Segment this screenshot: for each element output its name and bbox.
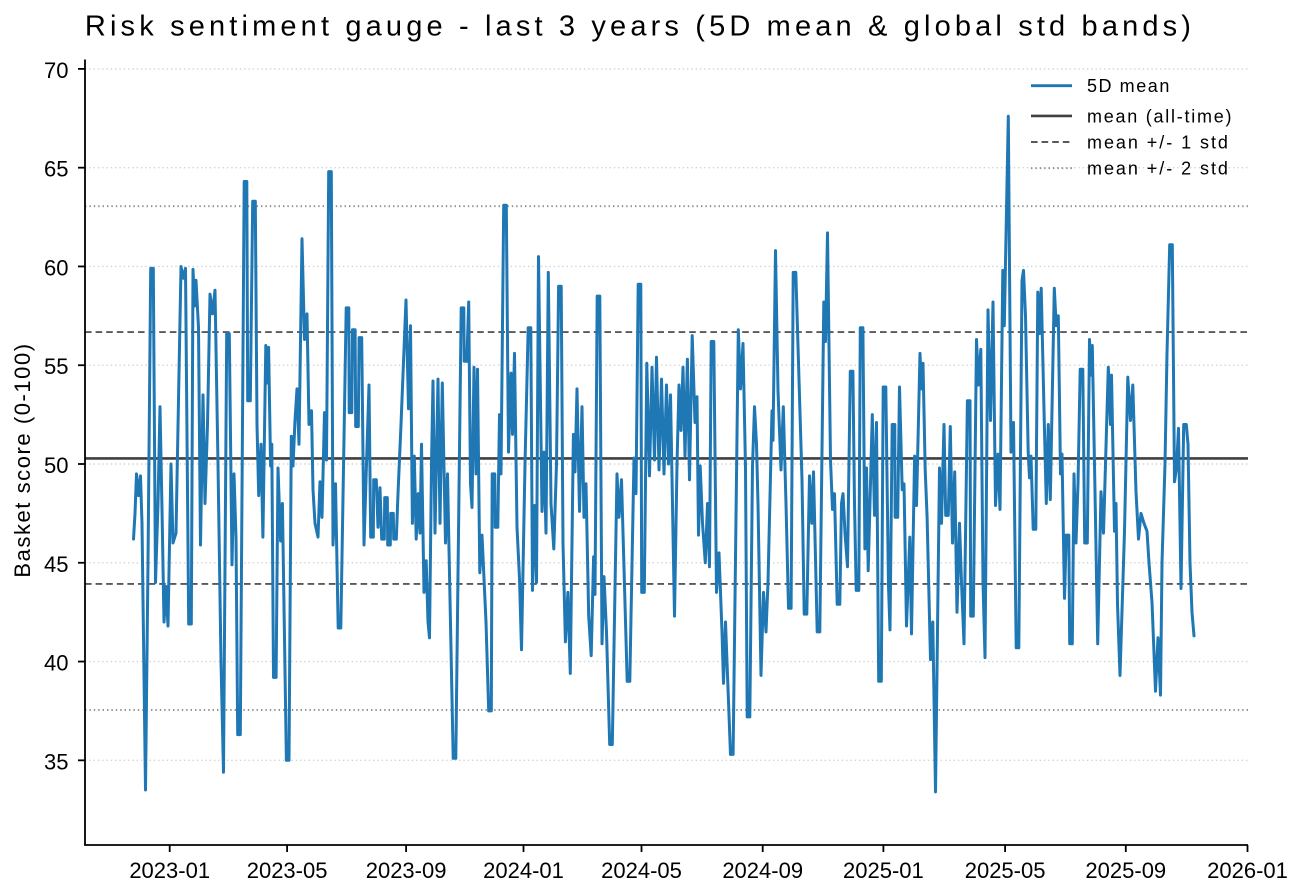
svg-text:2026-01: 2026-01 [1207, 858, 1288, 883]
svg-text:2025-09: 2025-09 [1085, 858, 1166, 883]
svg-text:2023-09: 2023-09 [366, 858, 447, 883]
svg-text:2025-01: 2025-01 [843, 858, 924, 883]
svg-text:40: 40 [44, 651, 68, 676]
svg-text:5D mean: 5D mean [1087, 76, 1171, 96]
svg-text:35: 35 [44, 749, 68, 774]
svg-text:70: 70 [44, 58, 68, 83]
svg-text:mean (all-time): mean (all-time) [1087, 106, 1233, 126]
svg-text:50: 50 [44, 453, 68, 478]
svg-text:2023-05: 2023-05 [247, 858, 328, 883]
svg-text:65: 65 [44, 157, 68, 182]
svg-text:2024-05: 2024-05 [601, 858, 682, 883]
svg-text:55: 55 [44, 354, 68, 379]
svg-text:Basket score (0-100): Basket score (0-100) [10, 342, 35, 577]
svg-text:45: 45 [44, 552, 68, 577]
svg-text:2024-01: 2024-01 [483, 858, 564, 883]
svg-text:Risk sentiment gauge - last 3: Risk sentiment gauge - last 3 years (5D … [85, 11, 1195, 43]
svg-text:2025-05: 2025-05 [965, 858, 1046, 883]
svg-text:2024-09: 2024-09 [722, 858, 803, 883]
svg-text:2023-01: 2023-01 [129, 858, 210, 883]
svg-text:mean +/- 1 std: mean +/- 1 std [1087, 133, 1230, 153]
svg-text:60: 60 [44, 255, 68, 280]
svg-text:mean +/- 2 std: mean +/- 2 std [1087, 159, 1230, 179]
